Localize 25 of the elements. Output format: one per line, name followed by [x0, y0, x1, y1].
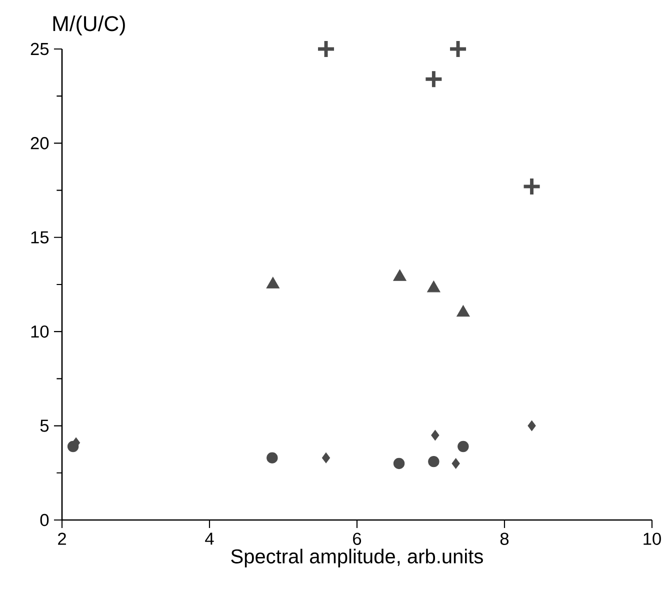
point	[424, 69, 444, 89]
point	[431, 430, 440, 441]
point	[316, 39, 336, 59]
y-tick-label: 0	[40, 514, 49, 526]
y-tick-label: 5	[40, 420, 49, 432]
point	[428, 456, 440, 468]
x-axis-title: Spectral amplitude, arb.units	[231, 548, 483, 568]
x-tick-label: 2	[58, 532, 66, 545]
y-tick-label: 20	[30, 137, 49, 150]
y-tick-label: 10	[31, 325, 49, 338]
point	[322, 452, 330, 464]
y-tick-label: 15	[31, 231, 49, 244]
point	[522, 176, 542, 196]
y-tick-label: 25	[30, 42, 49, 56]
point	[266, 452, 278, 464]
point	[393, 458, 405, 470]
x-tick-label: 6	[353, 532, 362, 545]
point	[452, 458, 460, 469]
point	[448, 39, 468, 59]
x-tick-label: 4	[205, 532, 214, 545]
y-axis-title: M/(U/C)	[53, 16, 125, 36]
point	[528, 420, 536, 432]
x-tick-label: 10	[644, 532, 661, 545]
point	[458, 440, 469, 452]
x-tick-label: 8	[500, 532, 509, 545]
